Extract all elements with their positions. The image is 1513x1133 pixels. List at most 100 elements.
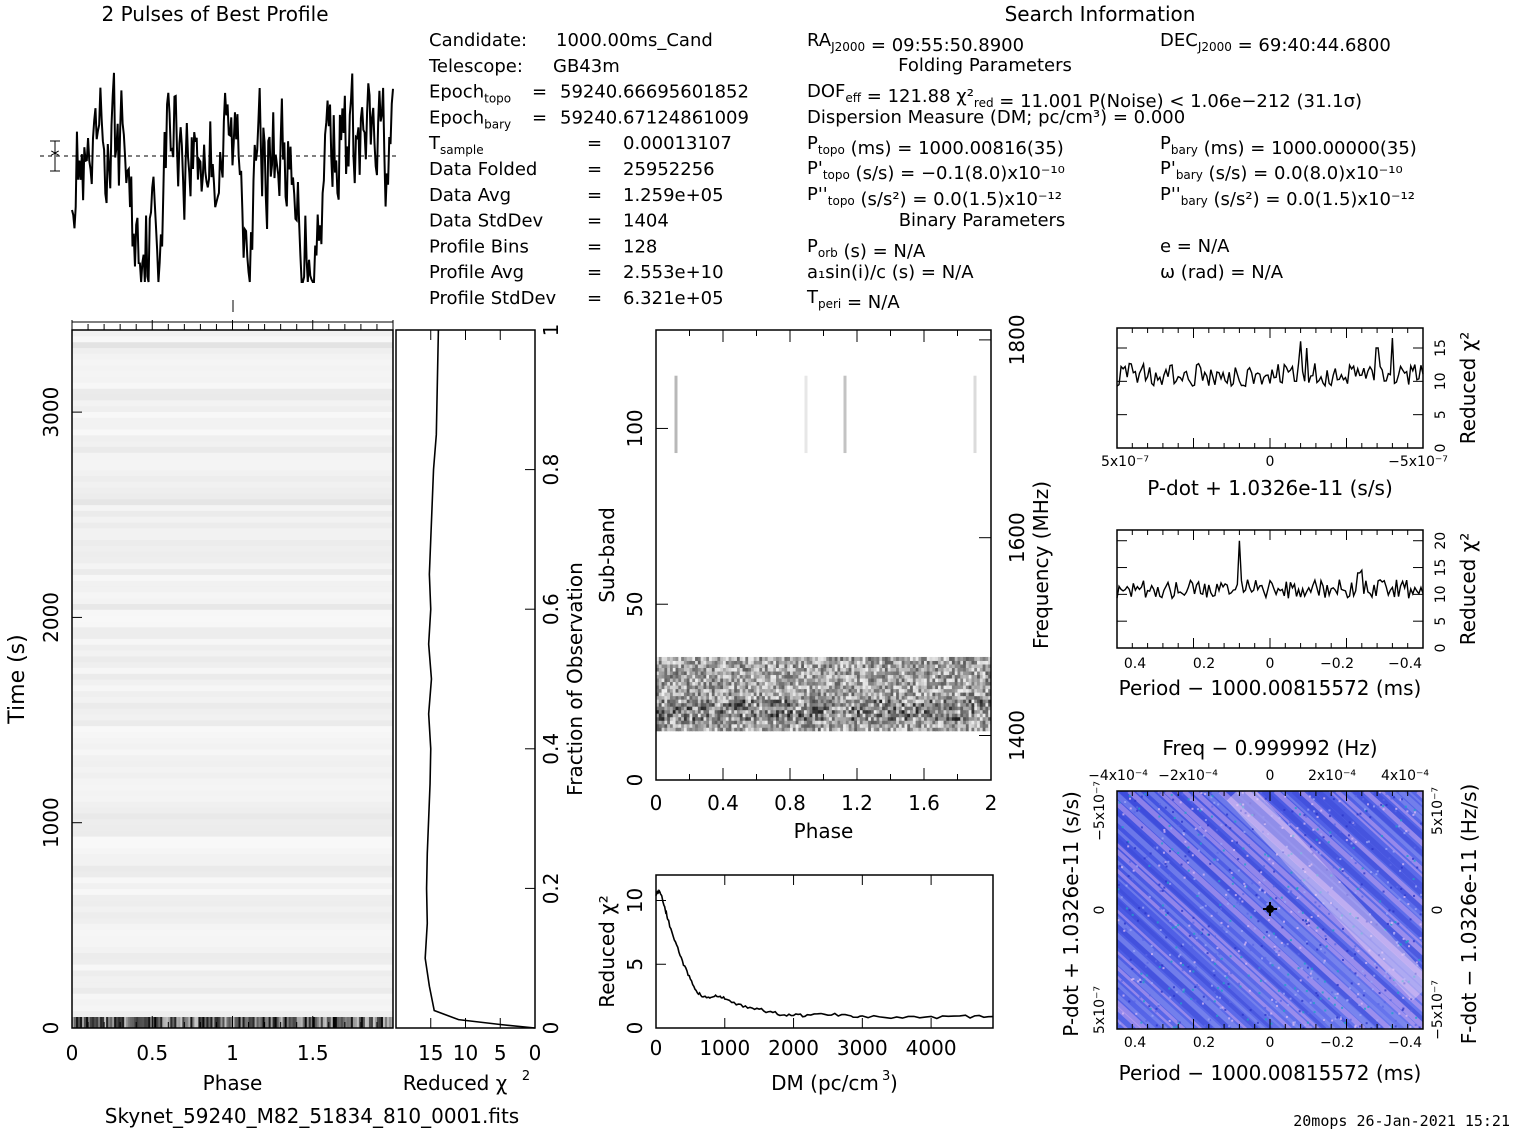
heat-cell [711,695,716,700]
plane-speck [1142,981,1145,984]
heat-cell [753,660,757,665]
heat-cell [809,678,813,683]
plane-speck [1336,970,1339,973]
heat-cell [815,656,819,661]
heat-cell [937,681,942,686]
x-tick-label: −0.4 [1388,1035,1422,1051]
heat-cell [282,1017,286,1028]
heat-cell [681,706,685,711]
heat-cell [988,667,992,672]
plane-speck [1193,877,1196,880]
plane-streak [1254,791,1423,947]
heat-cell [924,709,928,714]
heat-cell [675,695,679,700]
heat-cell [697,702,702,707]
plane-speck [1273,947,1276,950]
heat-cell [753,702,757,707]
heat-cell [857,681,861,686]
heat-cell [907,663,911,668]
heat-cell [809,660,813,665]
plane-speck [1181,820,1184,823]
heat-cell [736,681,741,686]
plane-speck [1357,950,1360,953]
heat-cell [700,699,704,704]
plane-speck [1412,940,1415,943]
plane-speck [1299,813,1302,816]
info-sub: J2000 [1197,40,1232,54]
info-line: RAJ2000 = 09:55:50.8900 [807,30,1024,56]
plane-speck [1341,870,1344,873]
heat-cell [745,695,749,700]
heat-cell [675,706,679,711]
heat-cell [912,685,917,690]
heat-cell [915,709,919,714]
heat-cell [829,713,833,718]
heat-cell [957,692,961,697]
info-sub: J2000 [830,40,865,54]
plane-speck [1310,845,1313,848]
heat-cell [756,681,760,686]
heat-cell [971,674,975,679]
plane-speck [1371,988,1374,991]
heat-cell [242,1017,246,1028]
heat-cell [753,671,757,676]
plane-speck [1263,865,1266,868]
heat-cell [823,656,827,661]
heat-row [72,865,393,872]
heat-cell [915,688,919,693]
heat-cell [689,706,693,711]
heat-cell [904,678,908,683]
info-sub: topo [828,194,855,208]
heat-cell [725,660,730,665]
plane-speck [1127,845,1130,848]
heat-cell [974,685,978,690]
heat-cell [854,688,858,693]
heat-cell [739,656,744,661]
heat-cell [971,678,975,683]
heat-cell [960,716,964,721]
heat-cell [776,656,780,661]
heat-cell [943,678,947,683]
heat-cell [979,674,984,679]
heat-cell [683,706,688,711]
heat-cell [709,702,713,707]
plane-speck [1303,962,1306,965]
plane-speck [1163,886,1166,889]
heat-cell [697,727,702,732]
plane-speck [1378,954,1381,957]
heat-cell [968,706,972,711]
plane-speck [1377,805,1380,808]
heat-cell [957,674,961,679]
heat-cell [742,656,746,661]
plane-speck [1380,803,1383,806]
plane-speck [1162,909,1165,912]
heat-cell [879,663,883,668]
info-eq: = [587,288,602,309]
heat-cell [929,660,933,665]
heat-cell [904,681,908,686]
heat-cell [781,699,785,704]
heat-cell [714,720,718,725]
heat-cell [711,660,716,665]
heat-cell [893,692,897,697]
heat-cell [815,702,819,707]
heat-cell [926,685,931,690]
plane-speck [1274,936,1277,939]
plane-speck [1366,841,1369,844]
plane-speck [1361,895,1364,898]
heat-cell [859,685,864,690]
plane-speck [1270,1012,1273,1015]
plane-speck [1379,900,1382,903]
heat-cell [689,702,693,707]
heat-cell [977,671,981,676]
heat-cell [759,695,763,700]
y-tick-label: 10 [1433,585,1449,603]
heat-cell [963,699,967,704]
plane-speck [1241,792,1244,795]
heat-cell [820,695,824,700]
heat-cell [940,671,945,676]
plane-speck [1352,948,1355,951]
plane-speck [1316,948,1319,951]
heat-cell [683,681,688,686]
heat-cell [778,656,783,661]
